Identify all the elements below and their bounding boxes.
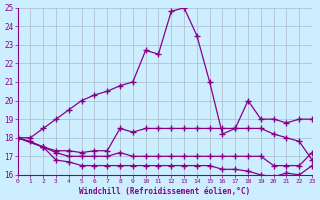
X-axis label: Windchill (Refroidissement éolien,°C): Windchill (Refroidissement éolien,°C): [79, 187, 250, 196]
